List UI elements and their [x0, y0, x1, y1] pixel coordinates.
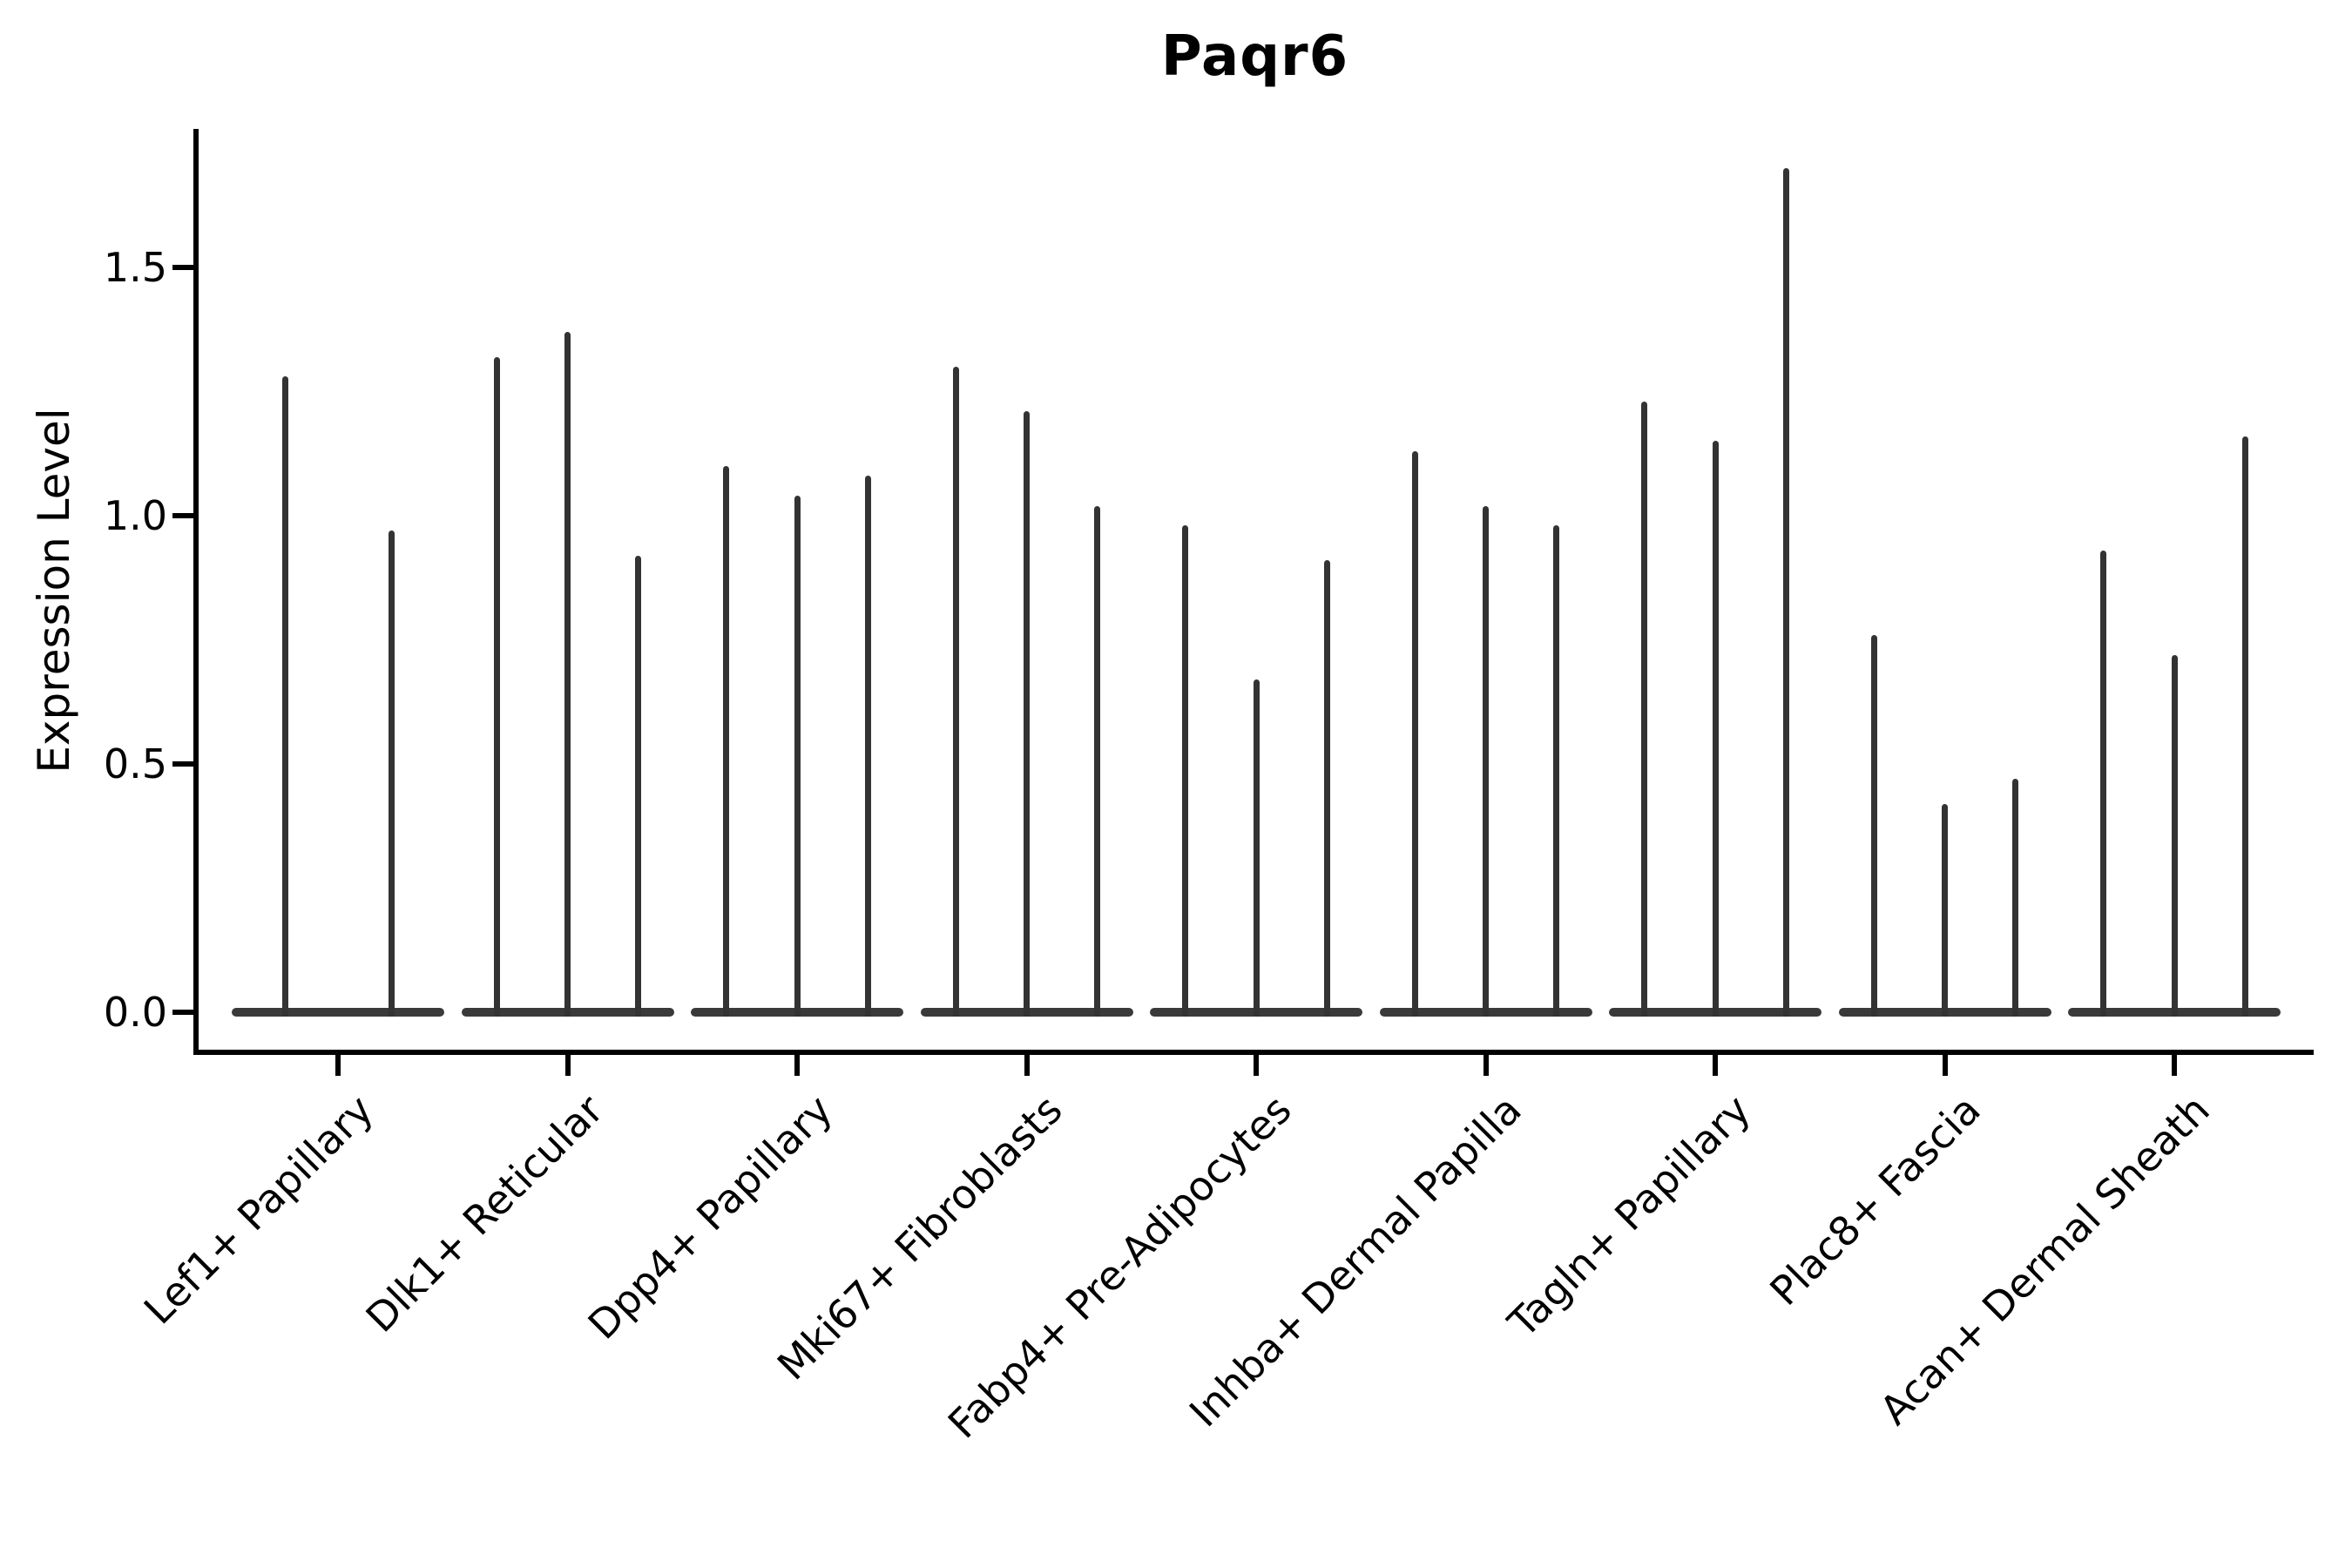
violin-spike	[1253, 679, 1260, 1017]
violin-spike	[723, 466, 730, 1017]
y-tick-mark	[172, 513, 193, 518]
violin-base	[232, 1008, 444, 1017]
x-axis-spine	[193, 1050, 2314, 1055]
y-tick-mark	[172, 1010, 193, 1015]
violin-spike	[2100, 551, 2107, 1017]
y-tick-label: 0.5	[103, 740, 167, 787]
y-tick-mark	[172, 761, 193, 767]
violin-spike	[1483, 506, 1489, 1017]
violin-spike	[1942, 804, 1948, 1017]
violin-spike	[794, 496, 801, 1017]
violin-spike	[281, 376, 288, 1017]
x-tick-mark	[1942, 1055, 1948, 1076]
x-tick-mark	[1713, 1055, 1718, 1076]
violin-spike	[1182, 525, 1189, 1017]
violin-spike	[2241, 436, 2248, 1017]
violin-spike	[1641, 402, 1648, 1017]
violin-spike	[1553, 525, 1560, 1017]
violin-spike	[2012, 779, 2019, 1017]
x-tick-mark	[2172, 1055, 2177, 1076]
violin-spike	[388, 531, 395, 1017]
violin-spike	[1782, 168, 1789, 1017]
violin-spike	[864, 476, 871, 1017]
violin-spike	[2171, 655, 2178, 1017]
y-tick-mark	[172, 265, 193, 270]
violin-spike	[1024, 411, 1030, 1017]
x-tick-mark	[1024, 1055, 1030, 1076]
x-tick-mark	[1483, 1055, 1489, 1076]
violin-spike	[1870, 635, 1877, 1017]
violin-spike	[1411, 451, 1418, 1017]
y-tick-label: 0.0	[103, 989, 167, 1036]
y-tick-label: 1.5	[103, 244, 167, 291]
y-axis-spine	[193, 129, 199, 1055]
violin-spike	[1323, 560, 1330, 1017]
violin-spike	[1094, 506, 1101, 1017]
violin-spike	[952, 367, 959, 1017]
chart-title: Paqr6	[1160, 24, 1349, 89]
x-tick-mark	[1254, 1055, 1259, 1076]
violin-spike	[493, 357, 500, 1017]
x-tick-mark	[335, 1055, 341, 1076]
x-tick-mark	[794, 1055, 800, 1076]
violin-spike	[635, 556, 642, 1017]
violin-spike	[564, 332, 571, 1017]
violin-spike	[1712, 441, 1719, 1017]
y-tick-label: 1.0	[103, 492, 167, 539]
x-tick-mark	[564, 1055, 571, 1076]
